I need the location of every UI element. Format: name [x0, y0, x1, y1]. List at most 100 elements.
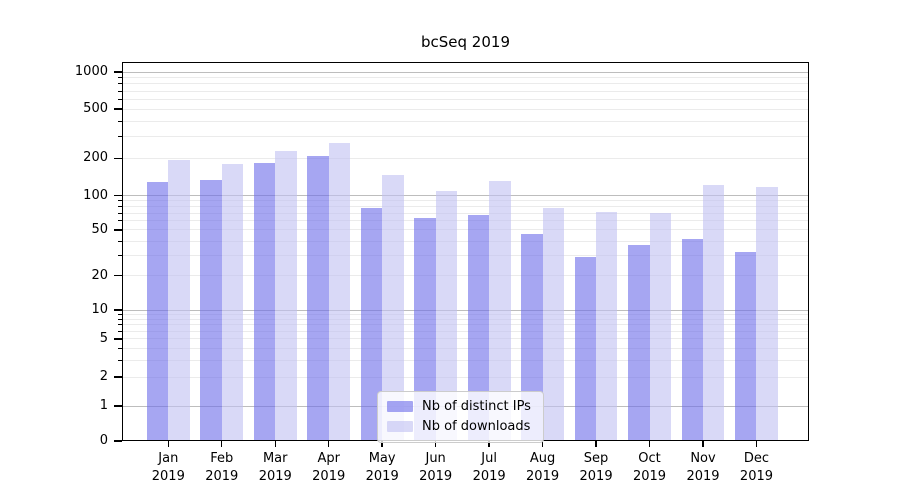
- gridline-y-400: [123, 120, 808, 122]
- x-tick-jul: [488, 441, 490, 447]
- x-tick-nov: [702, 441, 704, 447]
- y-tick-label-20: 20: [91, 267, 108, 283]
- bar-feb-distinct-ips: [200, 179, 222, 440]
- bar-jun-distinct-ips: [414, 217, 436, 440]
- gridline-y-90: [123, 200, 808, 202]
- bar-mar-distinct-ips: [253, 162, 276, 440]
- y-tick-0: [114, 440, 122, 442]
- x-tick-label-feb: Feb 2019: [205, 451, 239, 484]
- bar-may-distinct-ips: [360, 208, 383, 440]
- y-minor-tick-900: [118, 77, 122, 79]
- gridline-y-40: [123, 240, 808, 242]
- bar-apr-downloads: [328, 143, 351, 440]
- y-tick-label-100: 100: [83, 187, 108, 203]
- x-tick-dec: [755, 441, 758, 447]
- gridline-y-3: [123, 359, 808, 361]
- y-tick-label-50: 50: [91, 221, 108, 237]
- legend-swatch-downloads: [387, 421, 413, 432]
- bar-nov-downloads: [703, 185, 725, 440]
- x-tick-label-jan: Jan 2019: [151, 451, 185, 484]
- x-tick-apr: [328, 441, 330, 447]
- y-minor-tick-7: [118, 324, 122, 326]
- gridline-y-700: [123, 90, 808, 92]
- gridline-y-7: [123, 324, 808, 326]
- y-tick-label-2: 2: [99, 369, 108, 385]
- legend-swatch-distinct-ips: [387, 401, 413, 412]
- chart-title: bcSeq 2019: [421, 33, 510, 51]
- y-tick-2: [114, 376, 122, 378]
- x-tick-label-oct: Oct 2019: [632, 451, 667, 484]
- gridline-y-4: [123, 347, 808, 349]
- x-tick-label-dec: Dec 2019: [739, 451, 774, 484]
- gridline-y-30: [123, 254, 808, 256]
- y-tick-label-0: 0: [99, 433, 108, 448]
- y-minor-tick-9: [118, 313, 122, 315]
- gridline-y-100: [123, 195, 808, 196]
- x-tick-label-nov: Nov 2019: [686, 451, 720, 484]
- x-tick-label-jul: Jul 2019: [472, 451, 506, 484]
- gridline-y-60: [123, 220, 808, 222]
- bar-dec-distinct-ips: [735, 252, 757, 440]
- y-minor-tick-30: [118, 254, 122, 256]
- y-minor-tick-80: [118, 206, 122, 208]
- y-minor-tick-700: [118, 90, 122, 92]
- y-minor-tick-6: [118, 330, 122, 332]
- bar-sep-distinct-ips: [574, 257, 597, 440]
- x-tick-label-mar: Mar 2019: [258, 451, 292, 484]
- y-tick-10: [114, 309, 122, 311]
- x-tick-jan: [167, 441, 169, 447]
- bar-nov-distinct-ips: [681, 238, 703, 440]
- bar-aug-distinct-ips: [521, 234, 543, 440]
- y-tick-20: [114, 274, 122, 277]
- bar-feb-downloads: [221, 163, 244, 440]
- bar-jul-distinct-ips: [467, 215, 490, 440]
- x-tick-label-jun: Jun 2019: [419, 451, 453, 484]
- gridline-y-1000: [123, 71, 808, 73]
- y-minor-tick-600: [118, 98, 122, 100]
- x-tick-label-aug: Aug 2019: [526, 451, 560, 484]
- bar-aug-downloads: [542, 207, 564, 440]
- y-tick-label-200: 200: [83, 150, 108, 166]
- gridline-y-300: [123, 136, 808, 138]
- gridline-y-900: [123, 77, 808, 79]
- bar-jan-distinct-ips: [146, 182, 169, 440]
- gridline-y-80: [123, 206, 808, 208]
- y-minor-tick-400: [118, 120, 122, 122]
- gridline-y-200: [123, 157, 808, 159]
- bar-jul-downloads: [489, 180, 511, 440]
- y-tick-label-10: 10: [91, 302, 108, 317]
- gridline-y-70: [123, 212, 808, 214]
- bar-apr-distinct-ips: [307, 155, 329, 440]
- y-tick-100: [114, 194, 122, 197]
- x-tick-may: [381, 441, 383, 447]
- x-tick-feb: [221, 441, 223, 447]
- y-tick-200: [114, 157, 122, 159]
- bar-oct-distinct-ips: [628, 244, 650, 440]
- bar-sep-downloads: [596, 211, 618, 440]
- legend-label-distinct-ips: Nb of distinct IPs: [422, 399, 531, 414]
- y-minor-tick-3: [118, 359, 122, 361]
- gridline-y-50: [123, 229, 808, 231]
- bar-may-downloads: [382, 175, 404, 440]
- gridline-y-2: [123, 376, 808, 378]
- legend-item-distinct-ips: Nb of distinct IPs: [387, 399, 531, 414]
- gridline-y-800: [123, 83, 808, 85]
- bar-dec-downloads: [756, 187, 778, 440]
- x-tick-sep: [595, 441, 597, 447]
- y-minor-tick-4: [118, 347, 122, 349]
- bar-oct-downloads: [649, 213, 671, 440]
- gridline-y-600: [123, 98, 808, 100]
- legend-item-downloads: Nb of downloads: [387, 419, 531, 434]
- gridline-y-20: [123, 275, 808, 277]
- gridline-y-10: [123, 309, 808, 311]
- y-minor-tick-60: [118, 220, 122, 222]
- legend: Nb of distinct IPs Nb of downloads: [377, 391, 544, 443]
- legend-label-downloads: Nb of downloads: [422, 419, 531, 434]
- x-tick-oct: [648, 441, 651, 447]
- y-tick-50: [114, 229, 122, 231]
- y-tick-1: [114, 405, 122, 407]
- gridline-y-500: [123, 108, 808, 110]
- y-tick-5: [114, 338, 122, 340]
- y-tick-label-5: 5: [99, 330, 108, 346]
